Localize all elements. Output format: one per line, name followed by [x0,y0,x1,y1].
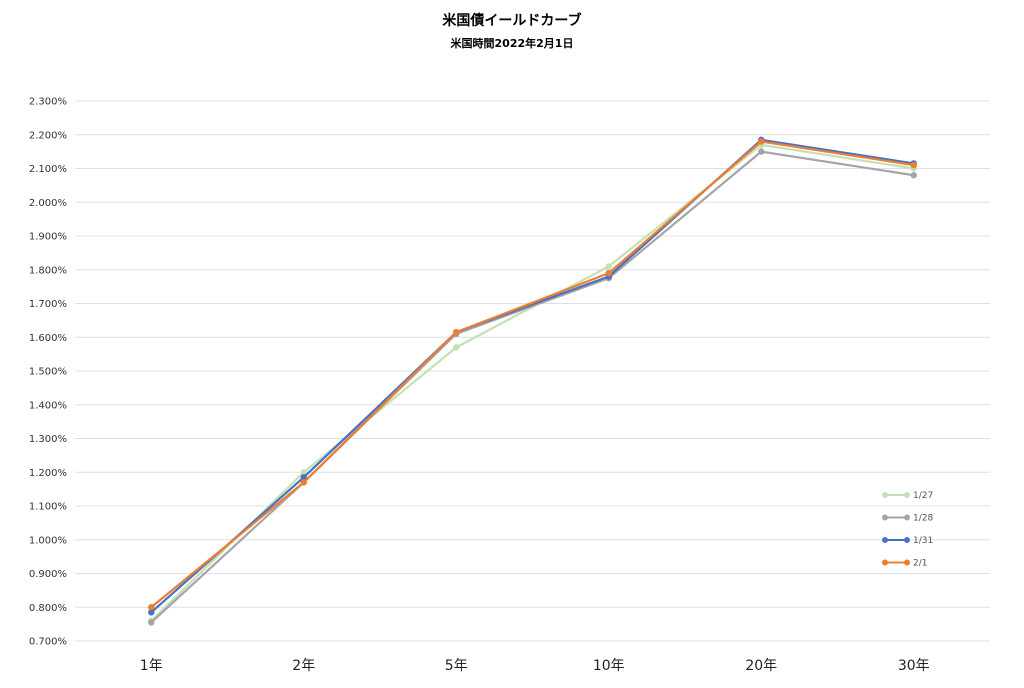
y-tick-label: 1.000% [29,535,67,546]
chart-subtitle: 米国時間2022年2月1日 [450,37,574,50]
series-line [150,140,914,609]
legend-item: 1/28 [882,514,933,524]
data-point [910,161,917,169]
y-tick-label: 1.300% [29,434,67,445]
x-tick-label: 10年 [593,658,625,674]
legend-label: 1/27 [913,491,933,501]
legend-item: 2/1 [882,559,927,569]
legend-marker [882,492,888,498]
legend-marker [882,559,888,566]
legend-marker [904,514,910,521]
y-tick-label: 1.800% [29,265,67,276]
y-tick-label: 1.600% [29,333,67,344]
series-1-31 [148,136,917,616]
x-tick-label: 1年 [140,658,163,674]
y-tick-label: 1.200% [29,468,67,479]
legend-marker [904,537,910,543]
legend-label: 2/1 [913,559,927,569]
y-tick-label: 0.900% [29,569,67,580]
x-tick-label: 5年 [445,658,468,674]
x-axis: 1年 2年 5年 10年 20年 30年 [140,658,930,674]
data-point [148,609,155,616]
x-tick-label: 30年 [898,658,930,674]
y-tick-label: 2.000% [29,198,67,209]
data-point [148,604,155,611]
data-point [605,263,612,270]
y-tick-label: 1.700% [29,299,67,310]
data-point [453,328,460,336]
series-2-1 [148,138,917,611]
y-tick-label: 1.500% [29,367,67,378]
chart-title: 米国債イールドカーブ [442,13,582,29]
data-point [453,344,460,351]
data-point [605,269,612,277]
y-tick-label: 0.700% [29,637,67,648]
data-point [758,138,765,145]
data-point [300,469,307,476]
legend: 1/27 1/28 1/31 2/1 [882,491,933,569]
legend-marker [904,492,910,498]
y-tick-label: 1.400% [29,400,67,411]
x-tick-label: 20年 [745,658,777,674]
y-tick-label: 0.800% [29,603,67,614]
legend-label: 1/31 [913,536,933,546]
data-point [300,474,307,481]
data-point [148,619,155,626]
legend-marker [882,537,888,543]
legend-label: 1/28 [913,514,933,524]
data-point [910,172,917,179]
series-1-28 [148,148,917,626]
y-tick-label: 2.300% [29,97,67,108]
legend-item: 1/27 [882,491,933,501]
x-tick-label: 2年 [292,658,315,674]
y-tick-label: 1.100% [29,502,67,513]
y-tick-label: 2.100% [29,164,67,175]
y-tick-label: 2.200% [29,130,67,141]
legend-item: 1/31 [882,536,933,546]
legend-marker [904,559,910,566]
legend-marker [882,514,888,521]
series-line [150,138,914,614]
data-point [758,148,765,155]
series-line [150,143,914,622]
data-point [300,479,307,486]
y-tick-label: 1.900% [29,232,67,243]
series-line [150,150,914,624]
series-1-27 [148,141,917,624]
y-axis: 0.700% 0.800% 0.900% 1.000% 1.100% 1.200% 1.30… [29,97,67,648]
